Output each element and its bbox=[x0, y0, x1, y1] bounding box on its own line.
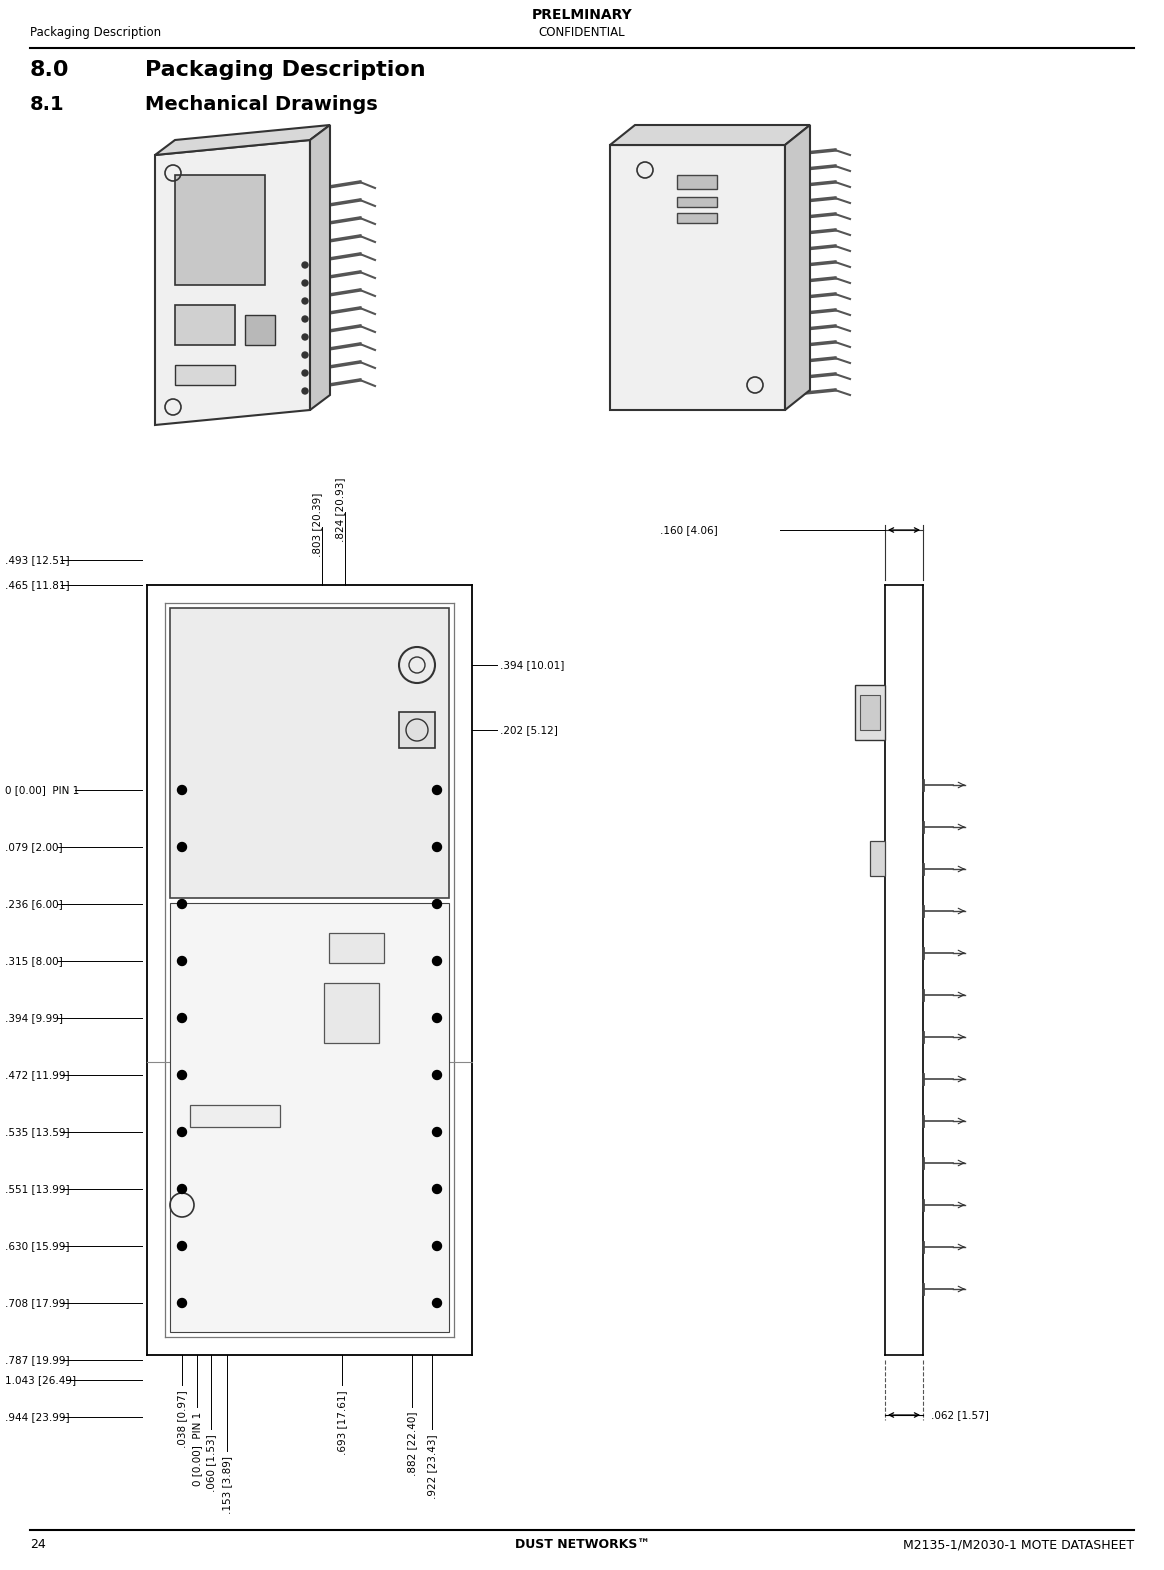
Circle shape bbox=[433, 843, 441, 851]
Text: PRELMINARY: PRELMINARY bbox=[532, 8, 632, 22]
Bar bbox=[329, 933, 384, 962]
Circle shape bbox=[177, 1298, 186, 1308]
Text: .394 [9.99]: .394 [9.99] bbox=[5, 1013, 63, 1024]
Text: .062 [1.57]: .062 [1.57] bbox=[931, 1410, 989, 1419]
Bar bbox=[190, 1105, 281, 1127]
Circle shape bbox=[301, 279, 308, 286]
Circle shape bbox=[301, 388, 308, 394]
Text: .630 [15.99]: .630 [15.99] bbox=[5, 1240, 70, 1251]
Circle shape bbox=[177, 1127, 186, 1137]
Text: .060 [1.53]: .060 [1.53] bbox=[206, 1433, 217, 1492]
Bar bbox=[244, 316, 275, 345]
Text: Mechanical Drawings: Mechanical Drawings bbox=[146, 96, 378, 115]
Text: 0 [0.00]  PIN 1: 0 [0.00] PIN 1 bbox=[5, 785, 79, 794]
Bar bbox=[677, 196, 717, 207]
Polygon shape bbox=[785, 126, 810, 410]
Circle shape bbox=[433, 1184, 441, 1193]
Text: .708 [17.99]: .708 [17.99] bbox=[5, 1298, 70, 1308]
Text: .535 [13.59]: .535 [13.59] bbox=[5, 1127, 70, 1137]
Text: Packaging Description: Packaging Description bbox=[146, 60, 426, 80]
Text: .153 [3.89]: .153 [3.89] bbox=[222, 1455, 232, 1513]
Polygon shape bbox=[310, 126, 331, 410]
Bar bbox=[399, 713, 435, 747]
Text: 8.1: 8.1 bbox=[30, 96, 65, 115]
Circle shape bbox=[177, 1014, 186, 1022]
Text: .465 [11.81]: .465 [11.81] bbox=[5, 579, 70, 590]
Circle shape bbox=[433, 1242, 441, 1250]
Bar bbox=[175, 364, 235, 385]
Text: .394 [10.01]: .394 [10.01] bbox=[501, 659, 565, 670]
Text: .315 [8.00]: .315 [8.00] bbox=[5, 956, 63, 966]
Polygon shape bbox=[155, 140, 310, 425]
Text: .693 [17.61]: .693 [17.61] bbox=[338, 1389, 347, 1455]
Text: .824 [20.93]: .824 [20.93] bbox=[335, 477, 345, 542]
Text: .160 [4.06]: .160 [4.06] bbox=[660, 524, 718, 535]
Circle shape bbox=[177, 1184, 186, 1193]
Text: .922 [23.43]: .922 [23.43] bbox=[427, 1433, 436, 1499]
Circle shape bbox=[301, 352, 308, 358]
Text: .038 [0.97]: .038 [0.97] bbox=[177, 1389, 187, 1448]
Circle shape bbox=[433, 785, 441, 794]
Bar bbox=[870, 842, 885, 876]
Circle shape bbox=[301, 298, 308, 305]
Text: .803 [20.39]: .803 [20.39] bbox=[312, 493, 322, 557]
Text: 1.043 [26.49]: 1.043 [26.49] bbox=[5, 1375, 76, 1385]
Circle shape bbox=[301, 334, 308, 341]
Circle shape bbox=[433, 1071, 441, 1080]
Bar bbox=[677, 214, 717, 223]
Text: 24: 24 bbox=[30, 1539, 45, 1551]
Bar bbox=[860, 696, 880, 730]
Text: .472 [11.99]: .472 [11.99] bbox=[5, 1071, 70, 1080]
Circle shape bbox=[433, 900, 441, 909]
Polygon shape bbox=[610, 144, 785, 410]
Bar bbox=[856, 685, 885, 739]
Circle shape bbox=[177, 900, 186, 909]
Circle shape bbox=[177, 1242, 186, 1250]
Circle shape bbox=[177, 1071, 186, 1080]
Bar bbox=[170, 608, 449, 898]
Text: .079 [2.00]: .079 [2.00] bbox=[5, 842, 63, 853]
Text: .944 [23.99]: .944 [23.99] bbox=[5, 1411, 70, 1422]
Text: .551 [13.99]: .551 [13.99] bbox=[5, 1184, 70, 1195]
Text: 8.0: 8.0 bbox=[30, 60, 70, 80]
Text: .202 [5.12]: .202 [5.12] bbox=[501, 725, 558, 735]
Circle shape bbox=[433, 956, 441, 966]
Circle shape bbox=[433, 1127, 441, 1137]
Bar bbox=[677, 174, 717, 188]
Circle shape bbox=[433, 1014, 441, 1022]
Circle shape bbox=[177, 843, 186, 851]
Text: .493 [12.51]: .493 [12.51] bbox=[5, 556, 70, 565]
Bar bbox=[170, 903, 449, 1331]
Text: Packaging Description: Packaging Description bbox=[30, 27, 161, 39]
Text: 0 [0.00]  PIN 1: 0 [0.00] PIN 1 bbox=[192, 1411, 203, 1487]
Polygon shape bbox=[155, 126, 331, 155]
Circle shape bbox=[433, 1298, 441, 1308]
Text: .787 [19.99]: .787 [19.99] bbox=[5, 1355, 70, 1364]
Bar bbox=[324, 983, 379, 1042]
Text: .882 [22.40]: .882 [22.40] bbox=[407, 1411, 417, 1476]
Circle shape bbox=[301, 262, 308, 268]
Circle shape bbox=[301, 316, 308, 322]
Polygon shape bbox=[610, 126, 810, 144]
Circle shape bbox=[301, 371, 308, 375]
Text: CONFIDENTIAL: CONFIDENTIAL bbox=[539, 27, 625, 39]
Text: .236 [6.00]: .236 [6.00] bbox=[5, 900, 63, 909]
Text: M2135-1/M2030-1 MOTE DATASHEET: M2135-1/M2030-1 MOTE DATASHEET bbox=[903, 1539, 1134, 1551]
Text: DUST NETWORKS™: DUST NETWORKS™ bbox=[514, 1539, 650, 1551]
Bar bbox=[175, 305, 235, 345]
Circle shape bbox=[177, 785, 186, 794]
Bar bbox=[175, 174, 265, 286]
Circle shape bbox=[177, 956, 186, 966]
